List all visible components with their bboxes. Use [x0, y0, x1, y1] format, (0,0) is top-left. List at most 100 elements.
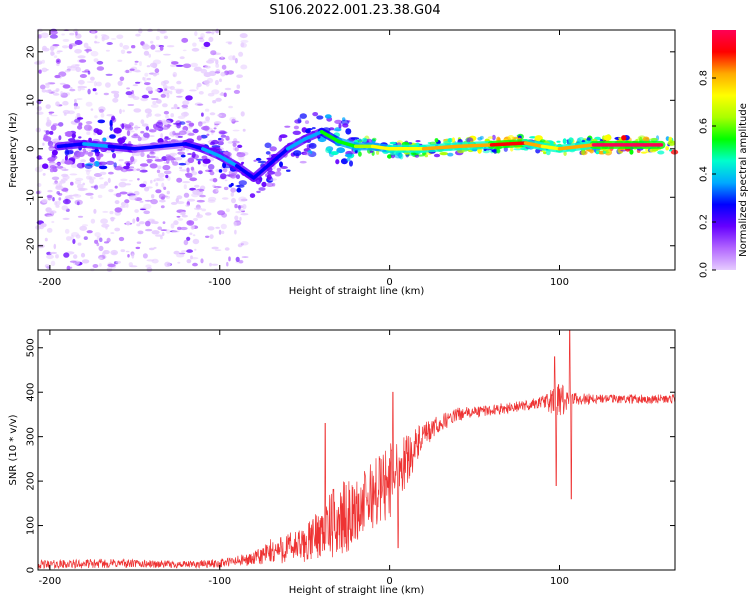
spectrogram-noise-cell [193, 217, 198, 221]
spectrogram-cell [133, 133, 138, 137]
spectrogram-cell [177, 151, 186, 155]
spectrogram-noise-cell [59, 82, 66, 85]
spectrogram-noise-cell [69, 87, 73, 89]
spectrogram-cell [45, 130, 50, 135]
spectrogram-cell [477, 137, 483, 141]
spectrogram-noise-cell [55, 184, 61, 189]
spectrogram-noise-cell [99, 177, 104, 180]
spectrogram-noise-cell [73, 254, 78, 259]
x-tick-label: 100 [550, 576, 569, 587]
spectrogram-cell [109, 125, 113, 131]
spectrogram-noise-cell [42, 45, 47, 51]
spectrogram-noise-cell [105, 82, 111, 88]
spectrogram-noise-cell [195, 214, 203, 219]
spectrogram-noise-cell [122, 109, 125, 113]
spectrogram-noise-cell [129, 265, 138, 268]
spectrogram-cell [148, 129, 157, 133]
spectrogram-noise-cell [55, 204, 60, 208]
spectrogram-noise-cell [150, 44, 156, 50]
spectrogram-cell [163, 137, 171, 140]
spectrogram-noise-cell [220, 223, 227, 230]
spectrogram-noise-cell [127, 104, 135, 106]
spectrogram-noise-cell [69, 173, 78, 176]
spectrogram-noise-cell [90, 50, 99, 57]
spectrogram-cell [299, 113, 307, 119]
spectrogram-cell [174, 132, 181, 136]
spectrogram-noise-cell [117, 80, 123, 86]
spectrogram-noise-cell [150, 40, 154, 44]
spectrogram-noise-cell [233, 221, 237, 227]
spectrogram-noise-cell [183, 239, 189, 246]
spectrogram-noise-cell [211, 263, 219, 266]
spectrogram-cell [267, 170, 276, 175]
spectrogram-noise-cell [151, 98, 159, 100]
spectrogram-noise-cell [142, 43, 149, 48]
spectrogram-noise-cell [158, 193, 166, 200]
spectrogram-cell [64, 149, 70, 156]
spectrogram-cell [137, 136, 142, 142]
spectrogram-noise-cell [205, 82, 210, 87]
spectrogram-noise-cell [84, 49, 93, 52]
spectrogram-noise-cell [141, 94, 149, 99]
spectrogram-noise-cell [191, 193, 199, 198]
spectrogram-noise-cell [54, 201, 58, 206]
spectrogram-noise-cell [139, 200, 144, 203]
spectrogram-noise-cell [62, 109, 71, 115]
spectrogram-noise-cell [70, 163, 78, 169]
spectrogram-noise-cell [156, 177, 165, 182]
spectrogram-cell [265, 182, 274, 187]
spectrogram-noise-cell [236, 74, 244, 78]
spectrogram-noise-cell [171, 230, 180, 233]
ridge-segment [56, 142, 86, 149]
spectrogram-noise-cell [142, 44, 151, 50]
x-tick-label: -100 [208, 277, 231, 288]
spectrogram-noise-cell [70, 181, 74, 186]
spectrogram-noise-cell [205, 116, 211, 122]
spectrogram-cell [147, 160, 152, 164]
spectrogram-noise-cell [124, 183, 132, 186]
spectrogram-noise-cell [173, 74, 176, 77]
spectrogram-cell [146, 133, 150, 139]
spectrogram-noise-cell [129, 68, 135, 71]
spectrogram-noise-cell [186, 259, 192, 264]
spectrogram-noise-cell [202, 163, 207, 167]
spectrogram-noise-cell [50, 114, 58, 117]
spectrogram-cell [195, 158, 205, 161]
spectrogram-cell [292, 130, 301, 135]
spectrogram-noise-cell [144, 108, 152, 114]
spectrogram-noise-cell [77, 242, 82, 246]
spectrogram-cell [96, 129, 103, 135]
spectrogram-noise-cell [36, 155, 42, 160]
spectrogram-cell [439, 152, 449, 156]
spectrogram-cell [297, 117, 302, 124]
spectrogram-noise-cell [221, 230, 225, 235]
spectrogram-noise-cell [72, 238, 76, 245]
spectrogram-noise-cell [45, 104, 51, 109]
spectrogram-noise-cell [203, 41, 211, 48]
spectrogram-noise-cell [66, 265, 71, 271]
spectrogram-noise-cell [192, 262, 198, 267]
spectrogram-noise-cell [69, 88, 76, 92]
spectrogram-cell [640, 151, 648, 154]
spectrogram-noise-cell [136, 241, 142, 244]
spectrogram-noise-cell [173, 103, 178, 110]
spectrogram-noise-cell [93, 208, 97, 214]
ridge-segment [251, 161, 273, 180]
spectrogram-cell [78, 122, 83, 127]
spectrogram-noise-cell [240, 64, 248, 70]
spectrogram-noise-cell [209, 234, 214, 240]
spectrogram-cell [649, 137, 659, 142]
spectrogram-noise-cell [103, 92, 109, 96]
spectrogram-cell [125, 168, 134, 172]
spectrogram-noise-cell [41, 199, 48, 204]
spectrogram-noise-cell [52, 182, 61, 186]
spectrogram-noise-cell [215, 226, 220, 229]
spectrogram-noise-cell [163, 120, 171, 126]
spectrogram-noise-cell [89, 178, 95, 184]
spectrogram-noise-cell [159, 30, 167, 34]
spectrogram-cell [50, 124, 57, 131]
spectrogram-cell [202, 158, 211, 164]
spectrogram-noise-cell [152, 221, 159, 225]
spectrogram-cell [369, 150, 374, 153]
snr-x-label: Height of straight line (km) [289, 585, 425, 596]
